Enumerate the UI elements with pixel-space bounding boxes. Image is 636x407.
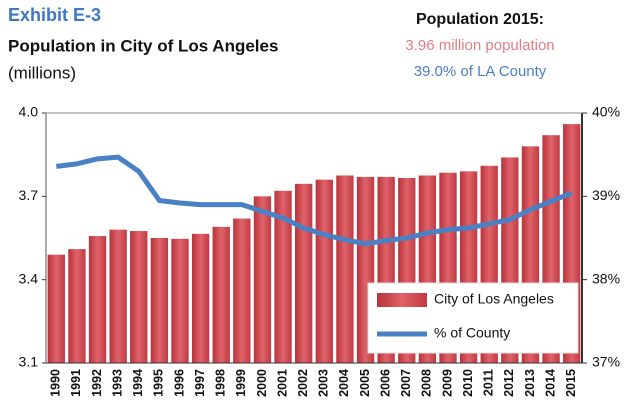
bar: [233, 218, 251, 363]
x-tick-label: 1993: [110, 369, 124, 397]
x-tick-label: 2010: [461, 369, 475, 397]
y2-tick-label: 38%: [592, 270, 620, 286]
x-tick-label: 1998: [214, 369, 228, 397]
annotation: 39.0% of LA County: [414, 63, 547, 80]
x-tick-label: 1996: [172, 369, 186, 397]
x-tick-label: 1991: [69, 369, 83, 397]
legend-label: % of County: [434, 325, 510, 341]
bar: [109, 229, 127, 363]
x-tick-label: 2015: [564, 369, 578, 397]
legend-label: City of Los Angeles: [434, 291, 554, 307]
x-tick-label: 1997: [193, 369, 207, 397]
y-tick-label: 3.7: [19, 187, 39, 203]
x-tick-label: 1999: [234, 369, 248, 397]
x-tick-label: 2009: [440, 369, 454, 397]
x-tick-label: 2008: [420, 369, 434, 397]
bar: [253, 196, 272, 363]
bar: [88, 236, 107, 363]
y-tick-label: 4.0: [19, 104, 39, 120]
bar: [68, 249, 86, 363]
x-tick-label: 1994: [131, 369, 145, 397]
bar: [315, 179, 333, 363]
x-tick-label: 2006: [378, 369, 392, 397]
x-tick-label: 2011: [482, 369, 496, 396]
x-tick-label: 2003: [317, 369, 331, 397]
x-tick-label: 2013: [523, 369, 537, 397]
bar: [47, 254, 65, 363]
x-tick-label: 2012: [502, 369, 516, 397]
annotation: 3.96 million population: [405, 37, 554, 54]
y-tick-label: 3.4: [19, 270, 39, 286]
x-tick-label: 2004: [337, 369, 351, 397]
x-tick-label: 2007: [399, 369, 413, 397]
x-tick-label: 2014: [543, 369, 557, 397]
line: [56, 154, 573, 247]
x-tick-label: 2001: [275, 369, 289, 397]
x-tick-label: 2002: [296, 369, 310, 397]
y2-tick-label: 37%: [592, 354, 620, 370]
x-tick-label: 1992: [90, 369, 104, 397]
annotation: Population 2015:: [416, 11, 544, 28]
y2-tick-label: 40%: [592, 104, 620, 120]
x-tick-label: 1990: [49, 369, 63, 397]
bar: [130, 231, 148, 363]
chart-subtitle: Population in City of Los Angeles: [8, 36, 278, 55]
x-tick-label: 2005: [358, 369, 372, 397]
bar: [212, 226, 230, 363]
bar: [171, 238, 189, 363]
bar: [150, 238, 169, 363]
bar: [336, 175, 354, 363]
x-tick-label: 2000: [255, 369, 269, 397]
x-tick-label: 1995: [152, 369, 166, 397]
bar: [191, 233, 210, 363]
bar: [295, 183, 313, 363]
y-tick-label: 3.1: [19, 354, 39, 370]
bar: [274, 190, 292, 363]
legend-swatch: [377, 293, 427, 307]
y2-tick-label: 39%: [592, 187, 620, 203]
y-axis-label: (millions): [8, 63, 76, 82]
chart-title: Exhibit E-3: [8, 5, 101, 25]
